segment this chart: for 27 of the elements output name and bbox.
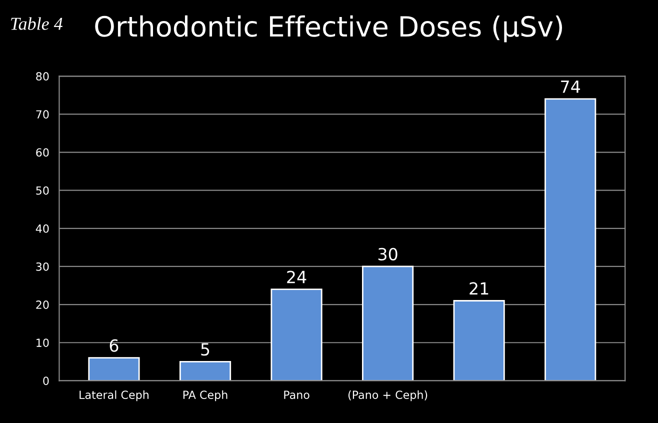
- chart-title: Orthodontic Effective Doses (µSv): [95, 15, 562, 42]
- caption: Table 4: [11, 17, 62, 30]
- y-tick-label: 60: [36, 148, 49, 157]
- x-tick-label: (Pano + Ceph): [348, 390, 428, 402]
- x-tick-label: PA Ceph: [183, 390, 228, 402]
- data-label: 30: [378, 248, 398, 260]
- y-tick-label: 10: [36, 338, 49, 348]
- y-tick-label: 70: [36, 110, 49, 119]
- y-tick-label: 20: [36, 300, 49, 309]
- bar: [270, 288, 322, 381]
- y-tick-label: 30: [36, 262, 49, 271]
- bar: [179, 360, 232, 381]
- y-tick-label: 80: [36, 72, 49, 81]
- x-tick-label: Lateral Ceph: [80, 390, 148, 402]
- bar: [362, 266, 414, 381]
- data-label: 6: [110, 339, 118, 352]
- bar: [453, 300, 505, 381]
- x-tick-label: Pano: [284, 390, 310, 400]
- bar: [544, 98, 596, 381]
- bar: [88, 357, 140, 381]
- y-tick-label: 40: [36, 224, 49, 233]
- y-tick-label: 0: [43, 376, 49, 386]
- data-label: 5: [201, 343, 210, 356]
- data-label: 21: [470, 282, 488, 295]
- data-label: 24: [287, 270, 306, 284]
- data-label: 74: [561, 80, 580, 93]
- y-tick-label: 50: [36, 186, 49, 195]
